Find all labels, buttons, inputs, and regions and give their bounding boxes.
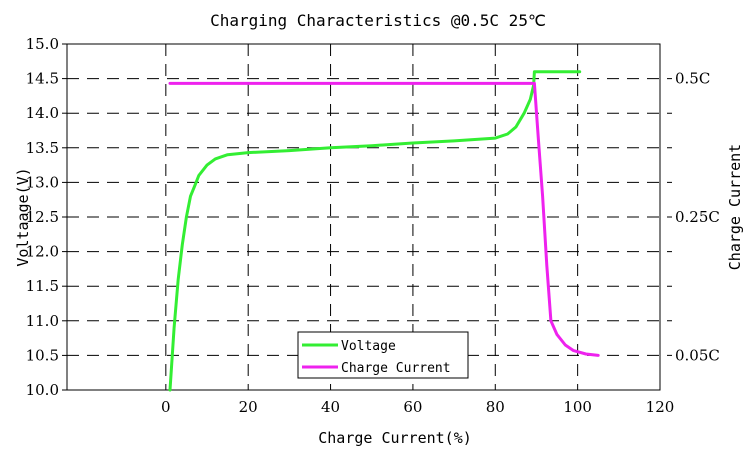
legend: Voltage Charge Current — [297, 331, 469, 379]
x-tick-label: 120 — [646, 398, 675, 416]
chart-title: Charging Characteristics @0.5C 25℃ — [210, 11, 546, 30]
y-tick-label: 12.0 — [26, 243, 59, 261]
y-tick-label: 10.5 — [26, 346, 59, 364]
x-tick-label: 0 — [161, 398, 171, 416]
x-tick-label: 100 — [563, 398, 592, 416]
x-tick-label: 60 — [403, 398, 422, 416]
y-axis-label: Voltaage(V) — [14, 167, 32, 266]
y2-tick-label: 0.25C — [675, 208, 720, 226]
series-line-charge-current — [168, 81, 600, 357]
series-line-voltage — [168, 70, 582, 392]
y-tick-label: 10.0 — [26, 381, 59, 399]
x-tick-label: 80 — [486, 398, 505, 416]
y-tick-label: 13.0 — [26, 173, 59, 191]
y-axis-ticks: 10.0 10.5 11.0 11.5 12.0 12.5 13.0 13.5 14.0 14.5… — [26, 35, 67, 399]
y-tick-label: 14.5 — [26, 70, 59, 88]
x-axis-ticks: 0 20 40 60 80 100 120 — [161, 398, 674, 416]
y-tick-label: 11.0 — [26, 312, 59, 330]
y-tick-label: 15.0 — [26, 35, 59, 53]
series-lines — [168, 70, 600, 392]
y2-axis-ticks: 0.5C 0.25C 0.05C — [675, 70, 720, 365]
y-tick-label: 12.5 — [26, 208, 59, 226]
y2-tick-label: 0.5C — [675, 70, 710, 88]
y-tick-label: 13.5 — [26, 139, 59, 157]
x-axis-label: Charge Current(%) — [318, 429, 472, 447]
y-tick-label: 11.5 — [26, 277, 59, 295]
legend-label: Charge Current — [341, 361, 451, 376]
y-tick-label: 14.0 — [26, 104, 59, 122]
y2-tick-label: 0.05C — [675, 346, 720, 364]
legend-label: Voltage — [341, 339, 396, 354]
legend-box — [297, 331, 469, 379]
x-tick-label: 40 — [321, 398, 340, 416]
x-tick-label: 20 — [239, 398, 258, 416]
y2-axis-label: Charge Current — [726, 144, 744, 270]
